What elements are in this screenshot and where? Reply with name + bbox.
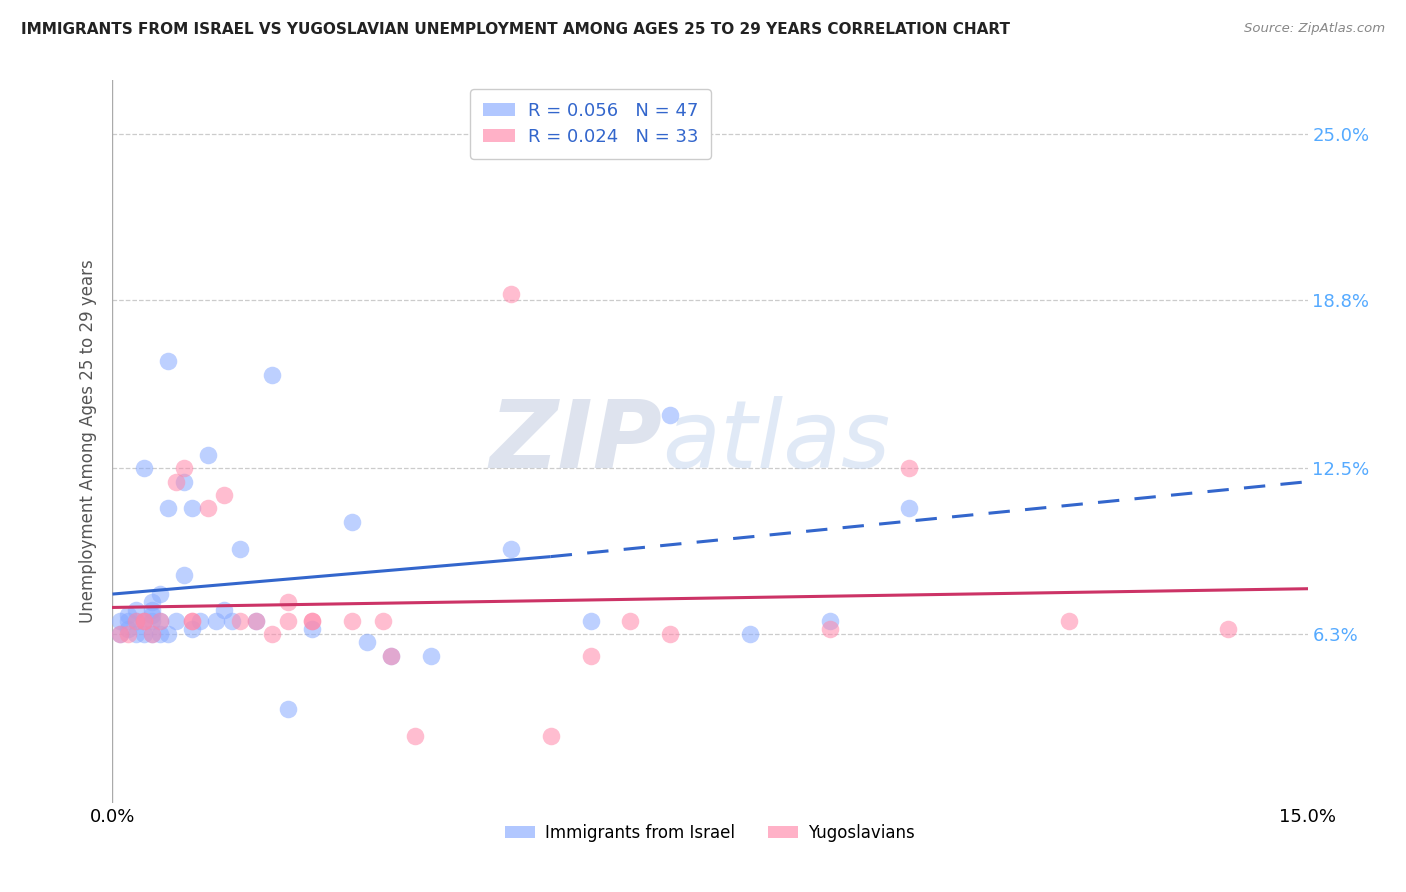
Point [149,627,172,641]
Point [181,622,204,636]
Point [340,515,363,529]
Point [125,627,148,641]
Point [277,614,299,628]
Point [173,568,195,582]
Point [141,627,163,641]
Point [898,501,921,516]
Point [301,614,323,628]
Point [173,461,195,475]
Point [110,627,132,641]
Point [149,587,172,601]
Point [181,614,204,628]
Point [205,614,228,628]
Point [245,614,267,628]
Point [818,614,841,628]
Point [380,648,402,663]
Point [245,614,267,628]
Point [125,614,148,628]
Point [197,448,219,462]
Point [134,614,156,628]
Point [260,627,283,641]
Point [149,614,172,628]
Point [277,595,299,609]
Text: atlas: atlas [662,396,890,487]
Point [173,475,195,489]
Point [110,614,132,628]
Point [134,614,156,628]
Point [134,627,156,641]
Point [301,614,323,628]
Point [499,541,522,556]
Point [165,614,187,628]
Point [898,461,921,475]
Y-axis label: Unemployment Among Ages 25 to 29 years: Unemployment Among Ages 25 to 29 years [79,260,97,624]
Point [301,622,323,636]
Point [277,702,299,716]
Point [188,614,211,628]
Point [380,648,402,663]
Point [404,729,426,743]
Point [149,614,172,628]
Point [1216,622,1239,636]
Point [420,648,443,663]
Point [818,622,841,636]
Point [141,614,163,628]
Point [221,614,243,628]
Point [117,622,139,636]
Point [181,501,204,516]
Point [212,488,235,502]
Point [117,608,139,623]
Point [340,614,363,628]
Point [373,614,395,628]
Point [157,354,180,368]
Point [141,595,163,609]
Point [260,368,283,382]
Point [117,627,139,641]
Point [157,501,180,516]
Point [117,614,139,628]
Point [738,627,761,641]
Point [110,627,132,641]
Point [165,475,187,489]
Point [540,729,562,743]
Legend: Immigrants from Israel, Yugoslavians: Immigrants from Israel, Yugoslavians [498,817,922,848]
Point [579,614,602,628]
Point [229,541,252,556]
Point [141,627,163,641]
Point [125,603,148,617]
Point [141,608,163,623]
Point [141,603,163,617]
Point [134,614,156,628]
Text: Source: ZipAtlas.com: Source: ZipAtlas.com [1244,22,1385,36]
Point [212,603,235,617]
Text: ZIP: ZIP [489,395,662,488]
Point [356,635,378,649]
Point [134,461,156,475]
Point [229,614,252,628]
Point [659,627,682,641]
Point [499,287,522,301]
Point [619,614,641,628]
Point [181,614,204,628]
Point [197,501,219,516]
Text: IMMIGRANTS FROM ISRAEL VS YUGOSLAVIAN UNEMPLOYMENT AMONG AGES 25 TO 29 YEARS COR: IMMIGRANTS FROM ISRAEL VS YUGOSLAVIAN UN… [21,22,1010,37]
Point [125,614,148,628]
Point [659,408,682,422]
Point [579,648,602,663]
Point [157,627,180,641]
Point [1057,614,1080,628]
